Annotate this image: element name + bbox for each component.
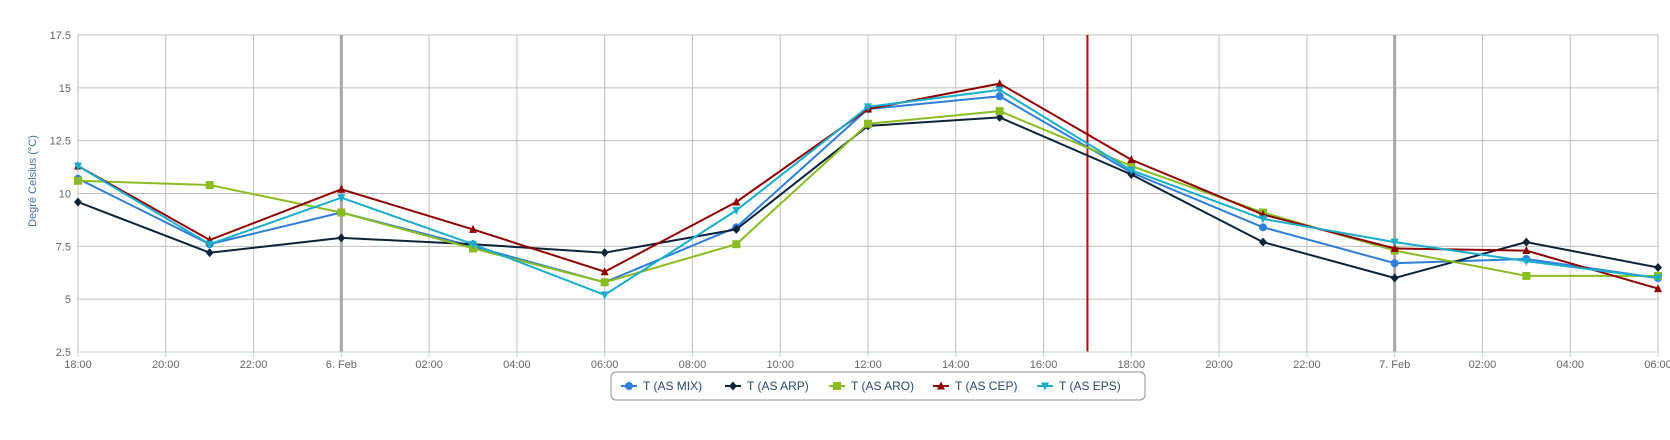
data-point[interactable]	[74, 162, 82, 171]
legend-label: T (AS ARO)	[851, 379, 914, 393]
data-point[interactable]	[337, 194, 346, 203]
data-point[interactable]	[74, 176, 82, 185]
x-tick-label: 04:00	[503, 359, 531, 371]
x-tick-label: 7. Feb	[1379, 359, 1410, 371]
data-point[interactable]	[864, 103, 872, 112]
legend-item[interactable]: T (AS ARO)	[829, 379, 914, 393]
x-tick-label: 06:00	[1644, 359, 1670, 371]
x-tick-label: 10:00	[766, 359, 794, 371]
data-point[interactable]	[337, 208, 346, 217]
y-tick-label: 17.5	[50, 30, 71, 42]
x-tick-label: 22:00	[240, 359, 268, 371]
data-point[interactable]	[1522, 271, 1531, 280]
data-point[interactable]	[1390, 259, 1399, 268]
data-point[interactable]	[1259, 223, 1267, 232]
legend-item[interactable]: T (AS CEP)	[933, 379, 1017, 393]
data-point[interactable]	[469, 224, 477, 233]
data-point[interactable]	[337, 233, 346, 243]
data-point[interactable]	[1654, 274, 1662, 283]
data-point[interactable]	[1127, 155, 1136, 164]
data-point[interactable]	[74, 197, 82, 207]
data-point[interactable]	[732, 224, 741, 234]
x-tick-label: 18:00	[1118, 359, 1146, 371]
legend-item[interactable]: T (AS MIX)	[621, 379, 702, 393]
data-point[interactable]	[1390, 243, 1399, 252]
x-tick-label: 18:00	[64, 359, 92, 371]
legend-marker[interactable]	[729, 381, 737, 391]
data-point[interactable]	[995, 86, 1004, 95]
data-point[interactable]	[1522, 246, 1531, 255]
x-tick-label: 06:00	[591, 359, 619, 371]
series-t-as-eps[interactable]	[74, 86, 1662, 300]
data-point[interactable]	[1259, 215, 1267, 224]
legend-item[interactable]: T (AS EPS)	[1037, 379, 1121, 393]
y-tick-label: 10	[59, 189, 71, 201]
x-tick-label: 20:00	[152, 359, 180, 371]
y-tick-label: 15	[59, 83, 71, 95]
data-point[interactable]	[732, 197, 741, 206]
data-point[interactable]	[1390, 238, 1399, 247]
data-point[interactable]	[205, 240, 214, 249]
legend-marker[interactable]	[1041, 382, 1049, 391]
data-point[interactable]	[995, 107, 1004, 116]
data-point[interactable]	[995, 92, 1004, 101]
data-point[interactable]	[1522, 237, 1531, 247]
x-tick-label: 16:00	[1030, 359, 1058, 371]
data-point[interactable]	[1127, 166, 1136, 175]
x-tick-label: 12:00	[854, 359, 882, 371]
data-point[interactable]	[1390, 273, 1399, 283]
data-point[interactable]	[995, 112, 1004, 122]
y-tick-label: 12.5	[50, 136, 71, 148]
legend-label: T (AS EPS)	[1059, 379, 1121, 393]
data-point[interactable]	[600, 267, 609, 276]
axis-layer: 2.5 5 7.5 10 12.5 15 17.5 18:00 20:00 22:00 6. Feb…	[50, 30, 1670, 371]
x-tick-label: 02:00	[1469, 359, 1497, 371]
data-point[interactable]	[1654, 284, 1662, 293]
legend-label: T (AS MIX)	[643, 379, 702, 393]
data-point[interactable]	[864, 119, 872, 128]
series-layer	[74, 79, 1662, 300]
x-tick-label: 02:00	[415, 359, 443, 371]
data-point[interactable]	[469, 240, 477, 249]
x-tick-label: 08:00	[679, 359, 707, 371]
legend[interactable]: T (AS MIX) T (AS ARP) T (AS ARO) T (AS CEP)…	[610, 371, 1146, 401]
data-point[interactable]	[205, 181, 214, 190]
data-point[interactable]	[600, 248, 609, 258]
x-tick-label: 22:00	[1293, 359, 1321, 371]
data-point[interactable]	[337, 184, 346, 193]
data-point[interactable]	[995, 79, 1004, 88]
y-tick-label: 2.5	[56, 347, 71, 359]
legend-label: T (AS CEP)	[955, 379, 1017, 393]
data-point[interactable]	[1522, 257, 1531, 266]
data-point[interactable]	[600, 278, 609, 287]
data-point[interactable]	[1259, 237, 1267, 247]
y-axis-label: Degré Celsius (°C)	[27, 135, 39, 227]
data-point[interactable]	[600, 291, 609, 300]
x-tick-label: 20:00	[1205, 359, 1233, 371]
x-tick-label: 6. Feb	[326, 359, 357, 371]
legend-box	[610, 371, 1146, 401]
legend-marker[interactable]	[833, 382, 841, 390]
legend-marker[interactable]	[625, 382, 633, 390]
data-point[interactable]	[1654, 262, 1662, 272]
data-point[interactable]	[732, 240, 741, 249]
data-point[interactable]	[205, 248, 214, 258]
grid-layer	[77, 34, 1659, 353]
y-tick-label: 7.5	[56, 241, 71, 253]
x-tick-label: 14:00	[942, 359, 970, 371]
x-tick-label: 04:00	[1556, 359, 1584, 371]
legend-label: T (AS ARP)	[747, 379, 809, 393]
data-point[interactable]	[732, 206, 741, 215]
legend-marker[interactable]	[937, 381, 945, 390]
y-tick-label: 5	[65, 294, 71, 306]
legend-item[interactable]: T (AS ARP)	[725, 379, 809, 393]
data-point[interactable]	[1127, 162, 1136, 171]
